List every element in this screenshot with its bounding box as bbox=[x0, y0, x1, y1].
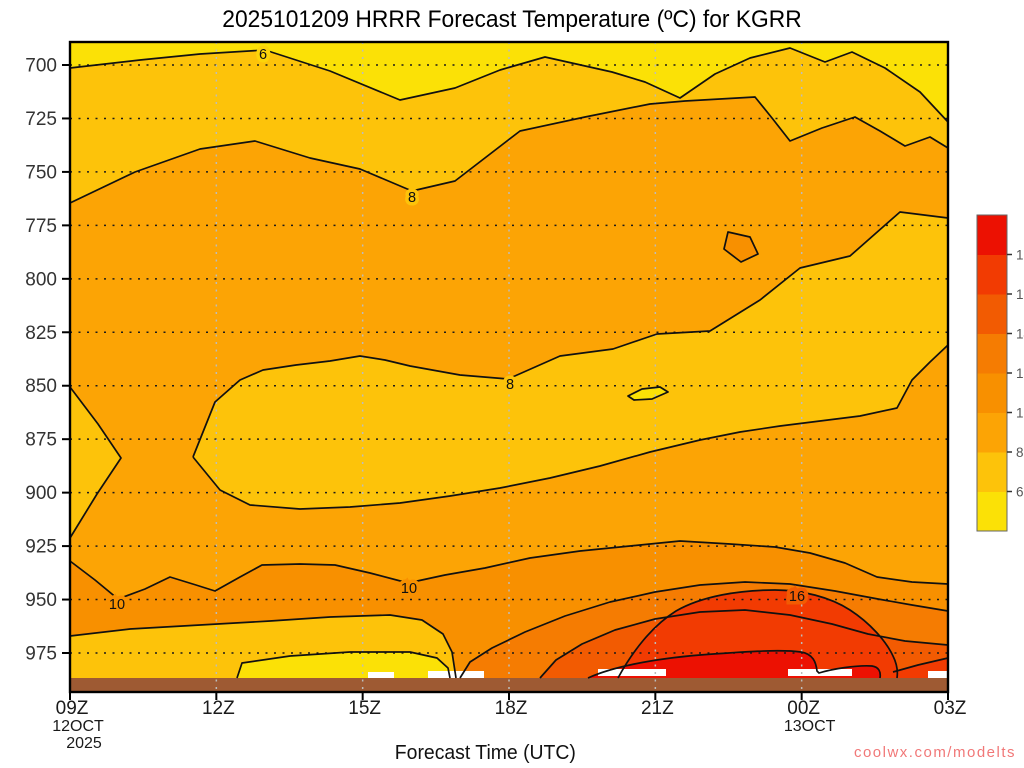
contour-12 bbox=[459, 581, 949, 679]
y-tick-label: 825 bbox=[25, 323, 57, 344]
x-tick-label: 12Z bbox=[202, 698, 235, 719]
x-tick-sublabel: 2025 bbox=[66, 735, 102, 752]
x-axis-label: Forecast Time (UTC) bbox=[394, 742, 576, 764]
region-left-wedge-6-8 bbox=[70, 387, 121, 538]
y-tick-label: 800 bbox=[25, 269, 57, 290]
contour-8-left-wedge bbox=[69, 386, 122, 539]
colorbar-label: 8 bbox=[1016, 445, 1024, 460]
contour-16-corner bbox=[892, 657, 949, 673]
y-tick-label: 950 bbox=[25, 590, 57, 611]
region-surface-lt6-patch bbox=[237, 652, 450, 678]
contour-18 bbox=[587, 649, 882, 679]
colorbar: 6 8 10 12 14 16 18 bbox=[976, 214, 1024, 532]
contour-6 bbox=[69, 47, 949, 123]
contour-6-surface bbox=[236, 651, 451, 679]
colorbar-label: 14 bbox=[1016, 327, 1024, 342]
contour-label-10: 10 bbox=[401, 581, 417, 597]
contour-10-pocket bbox=[723, 231, 759, 263]
colorbar-label: 6 bbox=[1016, 485, 1024, 500]
x-tick-label: 03Z bbox=[934, 698, 967, 719]
region-lens-lt6 bbox=[628, 387, 668, 400]
contour-label-10: 10 bbox=[109, 597, 125, 613]
region-cold-top-lt6 bbox=[70, 42, 948, 122]
chart-title: 2025101209 HRRR Forecast Temperature (ºC… bbox=[222, 6, 802, 33]
y-tick-label: 900 bbox=[25, 483, 57, 504]
colorbar-label: 16 bbox=[1016, 287, 1024, 302]
contour-16 bbox=[617, 589, 899, 679]
contour-lines bbox=[69, 47, 949, 679]
colorbar-label: 18 bbox=[1016, 248, 1024, 263]
y-tick-label: 975 bbox=[25, 644, 57, 665]
contour-8-tongue bbox=[192, 211, 949, 510]
region-band-10-12-low bbox=[70, 541, 948, 678]
region-mid-tongue-6-8 bbox=[193, 212, 948, 509]
y-tick-label: 850 bbox=[25, 376, 57, 397]
x-tick-label: 09Z bbox=[56, 698, 89, 719]
region-field-8-10-base bbox=[70, 42, 948, 692]
x-tick-label: 21Z bbox=[641, 698, 674, 719]
ground-band bbox=[70, 678, 948, 692]
x-tick-sublabel: 12OCT bbox=[52, 718, 104, 735]
y-tick-label: 700 bbox=[25, 56, 57, 77]
contour-label-6: 6 bbox=[259, 47, 267, 63]
y-tick-label: 875 bbox=[25, 430, 57, 451]
contour-label-8: 8 bbox=[506, 377, 514, 393]
x-tick-sublabel: 13OCT bbox=[784, 718, 836, 735]
contour-label-8: 8 bbox=[408, 190, 416, 206]
colorbar-label: 12 bbox=[1016, 366, 1024, 381]
colorbar-label: 10 bbox=[1016, 406, 1024, 421]
contour-10 bbox=[69, 540, 949, 600]
contour-6-lens bbox=[627, 386, 669, 401]
contour-labels: 6 8 8 10 10 16 bbox=[105, 44, 808, 617]
y-tick-label: 925 bbox=[25, 537, 57, 558]
y-tick-label: 750 bbox=[25, 162, 57, 183]
x-tick-label: 18Z bbox=[495, 698, 528, 719]
contour-14 bbox=[539, 609, 949, 679]
contour-label-16: 16 bbox=[789, 589, 805, 605]
x-tick-label: 15Z bbox=[348, 698, 381, 719]
watermark-link: coolwx.com/modelts bbox=[853, 744, 1016, 761]
y-tick-label: 725 bbox=[25, 109, 57, 130]
contour-8-upper bbox=[69, 96, 949, 204]
axis-ticks bbox=[62, 64, 949, 700]
grid-vertical bbox=[215, 42, 803, 692]
y-axis-labels: 700 725 750 775 800 825 850 875 900 925 950 975 bbox=[25, 56, 57, 665]
contour-8-surface bbox=[69, 614, 457, 679]
y-tick-label: 775 bbox=[25, 216, 57, 237]
x-tick-label: 00Z bbox=[787, 698, 820, 719]
